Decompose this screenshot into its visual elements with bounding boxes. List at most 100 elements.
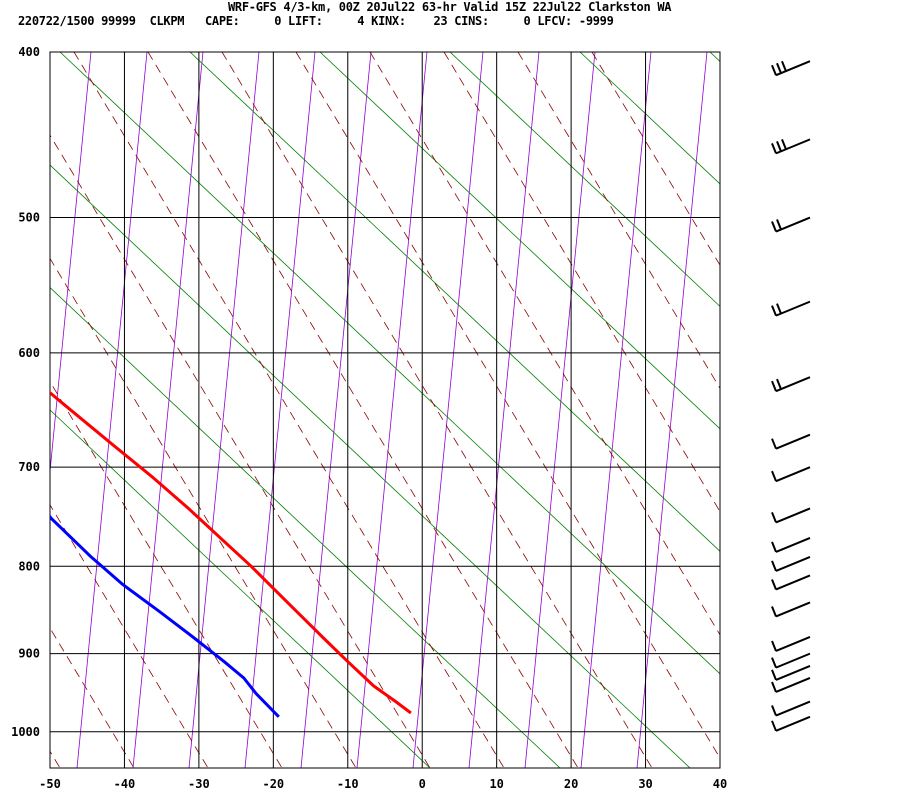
wind-barb-flag xyxy=(771,541,777,553)
mixing-ratio-line xyxy=(300,52,372,768)
wind-barb-staff xyxy=(775,555,811,572)
wind-barb-flag xyxy=(771,640,777,652)
wind-barb xyxy=(771,664,811,681)
sounding-indices: 220722/1500 99999 CLKPM CAPE: 0 LIFT: 4 … xyxy=(18,14,614,28)
chart-title: WRF-GFS 4/3-km, 00Z 20Jul22 63-hr Valid … xyxy=(228,0,672,14)
wind-barb xyxy=(771,466,811,483)
wind-barb-flag xyxy=(771,560,777,572)
background-lines xyxy=(50,52,900,768)
wind-barb xyxy=(771,652,811,669)
wind-barb-flag xyxy=(781,139,787,150)
dry-adiabat-line xyxy=(50,164,691,768)
temperature-profile xyxy=(50,390,412,715)
moist-adiabat-line xyxy=(591,52,720,266)
moist-adiabat-line xyxy=(50,504,209,768)
moist-adiabat-line xyxy=(147,52,579,768)
dry-adiabat-line xyxy=(59,52,720,675)
mixing-ratio-line xyxy=(524,52,596,768)
wind-barb-flag xyxy=(771,681,777,693)
mixing-ratio-line xyxy=(468,52,540,768)
wind-barb-staff xyxy=(775,507,811,524)
wind-barb-flag xyxy=(781,60,787,72)
wind-barb-staff xyxy=(775,433,811,450)
wind-barb-staff xyxy=(775,700,811,717)
wind-barb-staff xyxy=(775,601,811,618)
moist-adiabat-line xyxy=(369,52,720,636)
wind-barb xyxy=(771,555,811,572)
dry-adiabat-line xyxy=(189,52,720,552)
wind-barb-flag xyxy=(771,380,777,392)
plot-frame xyxy=(49,51,721,769)
y-tick-label: 800 xyxy=(18,559,40,573)
wind-barb xyxy=(771,507,811,524)
wind-barb-flag xyxy=(776,62,782,74)
mixing-ratio-line xyxy=(636,52,708,768)
y-tick-label: 1000 xyxy=(11,725,40,739)
wind-barb xyxy=(771,574,811,591)
x-tick-label: -10 xyxy=(337,777,359,791)
y-tick-label: 900 xyxy=(18,647,40,661)
wind-barb-staff xyxy=(775,574,811,591)
moist-adiabat-line xyxy=(295,52,720,759)
moist-adiabat-line xyxy=(50,380,283,768)
moist-adiabat-line xyxy=(50,627,135,768)
wind-barb xyxy=(771,601,811,618)
moist-adiabat-line xyxy=(221,52,653,768)
x-tick-label: 30 xyxy=(638,777,652,791)
wind-barb xyxy=(771,536,811,553)
wind-barb-staff xyxy=(775,466,811,483)
wind-barb-flag xyxy=(771,438,777,450)
wind-barb-flag xyxy=(771,669,777,681)
wind-barb-staff xyxy=(775,652,811,669)
x-tick-label: 40 xyxy=(713,777,727,791)
wind-barb-flag xyxy=(771,606,777,617)
wind-barbs xyxy=(771,60,811,732)
wind-barb xyxy=(771,216,811,233)
dry-adiabat-line xyxy=(709,52,720,62)
header: WRF-GFS 4/3-km, 00Z 20Jul22 63-hr Valid … xyxy=(0,0,900,30)
dewpoint-profile xyxy=(50,514,280,718)
wind-barb-staff xyxy=(775,677,811,693)
wind-barb xyxy=(771,677,811,693)
moist-adiabat-line xyxy=(443,52,720,513)
wind-barb-flag xyxy=(776,303,782,315)
wind-barb-flag xyxy=(776,141,782,152)
mixing-ratio-line xyxy=(76,52,148,768)
x-tick-label: -30 xyxy=(188,777,210,791)
wind-barb-flag xyxy=(771,705,777,716)
y-tick-label: 500 xyxy=(18,211,40,225)
mixing-ratio-line xyxy=(50,52,92,476)
moist-adiabat-line xyxy=(50,257,357,768)
wind-barb xyxy=(771,700,811,717)
y-tick-label: 600 xyxy=(18,346,40,360)
mixing-ratio-line xyxy=(244,52,316,768)
wind-barb-flag xyxy=(776,378,782,390)
wind-barb-flag xyxy=(771,512,777,523)
dry-adiabat-line xyxy=(840,52,900,768)
wind-barb xyxy=(771,60,811,77)
wind-barb-staff xyxy=(775,664,811,681)
dry-adiabat-line xyxy=(319,52,720,430)
wind-barb xyxy=(771,300,811,317)
wind-barb xyxy=(771,138,811,155)
x-tick-label: 10 xyxy=(489,777,503,791)
wind-barb-flag xyxy=(776,219,782,230)
mixing-ratio-line xyxy=(188,52,260,768)
wind-barb-staff xyxy=(775,536,811,553)
wind-barb xyxy=(771,715,811,732)
dry-adiabat-line xyxy=(50,286,561,768)
dry-adiabat-line xyxy=(579,52,720,185)
wind-barb-flag xyxy=(771,579,777,590)
y-tick-label: 700 xyxy=(18,460,40,474)
wind-barb xyxy=(771,636,811,652)
wind-barb-flag xyxy=(771,64,777,76)
wind-barb-flag xyxy=(771,221,777,232)
moist-adiabat-line xyxy=(50,134,431,768)
moist-adiabat-line xyxy=(517,52,720,390)
mixing-ratio-line xyxy=(132,52,204,768)
wind-barb xyxy=(771,433,811,450)
wind-barb xyxy=(771,376,811,393)
y-tick-label: 400 xyxy=(18,45,40,59)
mixing-ratio-line xyxy=(412,52,484,768)
